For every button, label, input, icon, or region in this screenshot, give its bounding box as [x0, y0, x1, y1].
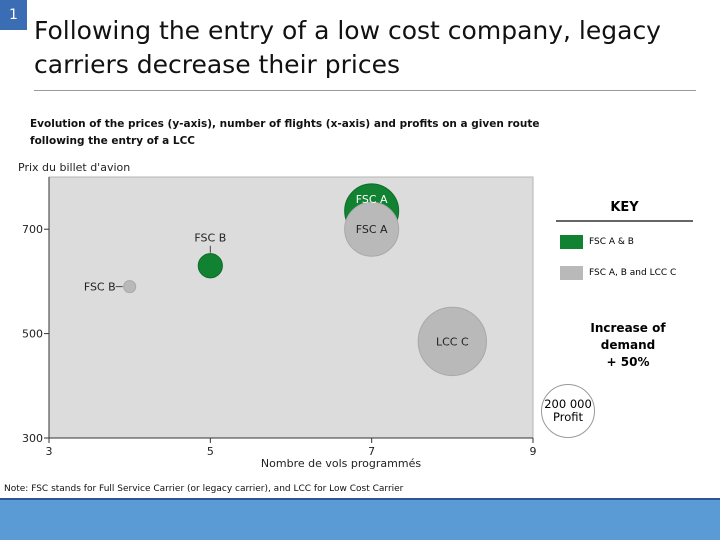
bubble-fsc-b-before — [197, 253, 223, 279]
key-swatch-fsc — [560, 235, 583, 249]
data-label-fsc-a-after: FSC A — [356, 223, 388, 236]
slide-title: Following the entry of a low cost compan… — [34, 16, 661, 79]
x-tick-label: 7 — [368, 445, 375, 458]
footer-line — [0, 498, 720, 501]
demand-line-1: Increase of — [590, 321, 666, 335]
demand-line-3: + 50% — [606, 355, 650, 369]
demand-line-2: demand — [600, 338, 656, 352]
y-axis-label: Prix du billet d'avion — [18, 161, 130, 174]
footnote: Note: FSC stands for Full Service Carrie… — [4, 484, 404, 494]
slide-number: 1 — [0, 0, 27, 30]
data-label-lcc-c: LCC C — [436, 335, 469, 348]
bubble-lcc-c-after — [417, 306, 487, 377]
data-label-fsc-b-after: FSC B — [84, 281, 116, 294]
x-tick-label: 9 — [530, 445, 537, 458]
bubble-fsc-a-after — [344, 201, 400, 257]
x-tick-label: 5 — [207, 445, 214, 458]
data-label-fsc-a-before: FSC A — [356, 193, 388, 206]
bubble-fsc-b-after — [123, 280, 137, 294]
title-divider — [34, 90, 696, 91]
key-label-fsc: FSC A & B — [589, 237, 634, 247]
chart-subtitle: Evolution of the prices (y-axis), number… — [30, 118, 540, 147]
x-axis-label: Nombre de vols programmés — [261, 457, 421, 470]
profit-reference-value: 200 000 — [544, 397, 592, 411]
key-swatch-lcc — [560, 266, 583, 280]
key-title: KEY — [556, 200, 693, 222]
footer-band — [0, 500, 720, 540]
key-item-fsc: FSC A & B — [560, 235, 634, 249]
y-tick-label: 500 — [22, 328, 43, 341]
profit-reference-label: Profit — [553, 410, 583, 424]
key-label-lcc: FSC A, B and LCC C — [589, 268, 677, 278]
y-tick-label: 700 — [22, 223, 43, 236]
key-item-lcc: FSC A, B and LCC C — [560, 266, 676, 280]
key-panel: KEY FSC A & B FSC A, B and LCC C — [556, 200, 696, 280]
y-tick-label: 300 — [22, 432, 43, 445]
x-tick-label: 3 — [46, 445, 53, 458]
data-label-fsc-b-before: FSC B — [194, 232, 226, 245]
plot-area — [48, 176, 534, 439]
demand-note: Increase of demand + 50% — [578, 320, 678, 371]
profit-reference-bubble: 200 000 Profit — [541, 384, 595, 438]
